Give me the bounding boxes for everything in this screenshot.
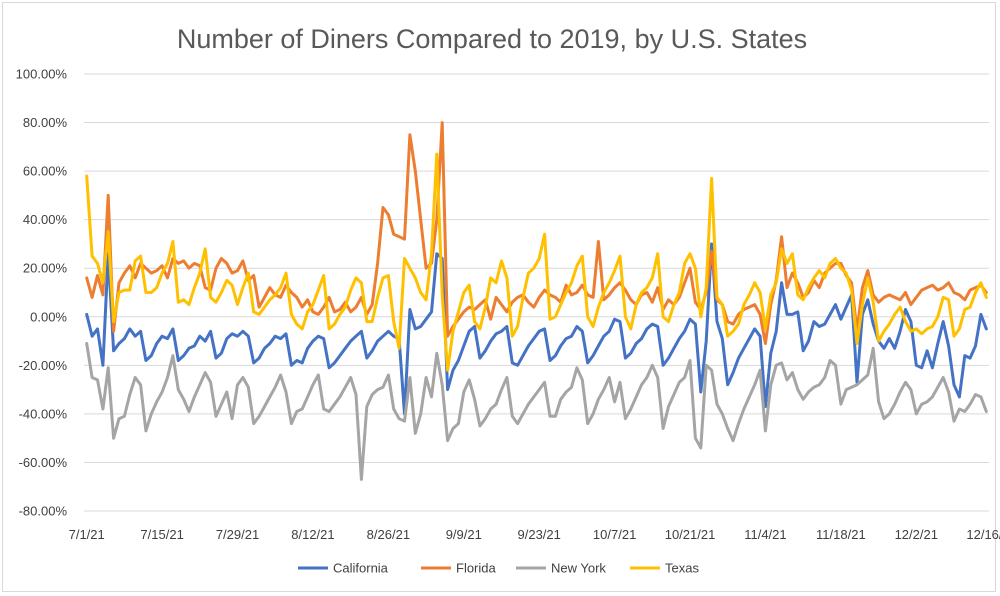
y-tick-label: 60.00% [23, 164, 68, 179]
chart-title: Number of Diners Compared to 2019, by U.… [177, 24, 807, 54]
y-tick-label: -40.00% [19, 406, 68, 421]
series-line-texas [85, 152, 988, 372]
series-lines [85, 121, 988, 481]
x-tick-label: 12/16/21 [966, 527, 1000, 542]
x-tick-label: 7/29/21 [216, 527, 259, 542]
y-tick-label: -80.00% [19, 504, 68, 519]
gridlines [84, 73, 989, 512]
y-tick-label: -20.00% [19, 358, 68, 373]
legend-label: Texas [665, 561, 699, 576]
legend: California Florida New York Texas [298, 561, 699, 576]
x-tick-label: 8/12/21 [291, 527, 334, 542]
y-tick-label: 20.00% [23, 261, 68, 276]
x-tick-label: 8/26/21 [367, 527, 410, 542]
y-tick-label: 100.00% [16, 67, 68, 82]
legend-item-new-york: New York [516, 561, 606, 576]
x-tick-label: 7/15/21 [140, 527, 183, 542]
legend-label: Florida [456, 561, 497, 576]
x-tick-label: 9/23/21 [518, 527, 561, 542]
y-tick-label: -60.00% [19, 455, 68, 470]
y-tick-label: 80.00% [23, 115, 68, 130]
legend-label: California [333, 561, 389, 576]
legend-item-california: California [298, 561, 389, 576]
x-tick-label: 9/9/21 [446, 527, 482, 542]
legend-item-florida: Florida [421, 561, 497, 576]
legend-item-texas: Texas [630, 561, 699, 576]
y-tick-label: 40.00% [23, 212, 68, 227]
x-tick-label: 10/21/21 [665, 527, 716, 542]
y-axis-tick-labels: 100.00% 80.00% 60.00% 40.00% 20.00% 0.00% -20.… [16, 67, 68, 519]
x-tick-label: 10/7/21 [593, 527, 636, 542]
series-line-california [85, 242, 988, 416]
x-axis-tick-labels: 7/1/21 7/15/21 7/29/21 8/12/21 8/26/21 9/9/21… [69, 527, 1000, 542]
legend-label: New York [551, 561, 606, 576]
series-line-florida [85, 121, 988, 345]
x-tick-label: 7/1/21 [69, 527, 105, 542]
x-tick-label: 11/4/21 [744, 527, 786, 542]
y-tick-label: 0.00% [30, 309, 67, 324]
x-tick-label: 11/18/21 [816, 527, 866, 542]
x-tick-label: 12/2/21 [895, 527, 938, 542]
series-line-new-york [85, 342, 988, 481]
